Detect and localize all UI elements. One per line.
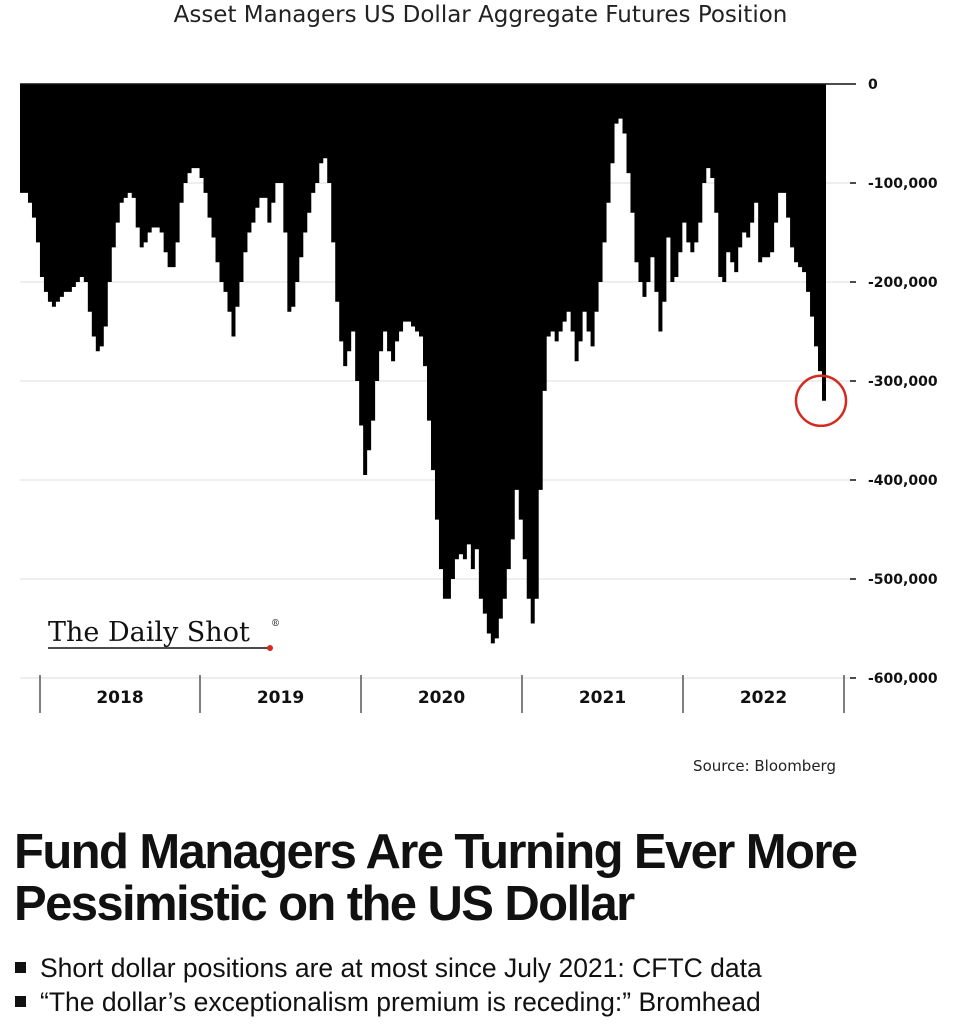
x-tick-label: 2022 bbox=[740, 688, 787, 708]
bullet-text: Short dollar positions are at most since… bbox=[40, 953, 762, 983]
bullet-square-icon bbox=[15, 962, 26, 973]
chart-title: Asset Managers US Dollar Aggregate Futur… bbox=[173, 2, 788, 28]
x-tick-label: 2020 bbox=[418, 688, 465, 708]
x-tick-label: 2021 bbox=[579, 688, 626, 708]
bullet-text: “The dollar’s exceptionalism premium is … bbox=[40, 987, 761, 1017]
logo-dot bbox=[267, 645, 273, 651]
y-tick-label: -300,000 bbox=[868, 374, 938, 390]
y-tick-label: 0 bbox=[868, 77, 878, 93]
bullet-square-icon bbox=[15, 996, 26, 1007]
x-axis: 2018 2019 2020 2021 2022 bbox=[39, 675, 845, 713]
chart-plot: 0 -100,000 -200,000 -300,000 -400,000 -500,00… bbox=[20, 77, 938, 713]
y-tick-label: -200,000 bbox=[868, 275, 938, 291]
logo-text: The Daily Shot bbox=[48, 617, 250, 648]
y-tick-label: -400,000 bbox=[868, 473, 938, 489]
series-area bbox=[20, 84, 826, 644]
x-tick-label: 2019 bbox=[257, 688, 304, 708]
bullet-list: Short dollar positions are at most since… bbox=[14, 951, 762, 1019]
article-headline: Fund Managers Are Turning Ever More Pess… bbox=[14, 825, 858, 931]
y-tick-label: -100,000 bbox=[868, 176, 938, 192]
y-tick-label: -600,000 bbox=[868, 671, 938, 687]
y-axis-ticks: 0 -100,000 -200,000 -300,000 -400,000 -500,00… bbox=[850, 77, 938, 687]
y-tick-label: -500,000 bbox=[868, 572, 938, 588]
x-tick-label: 2018 bbox=[96, 688, 143, 708]
logo-registered-mark: ® bbox=[271, 619, 280, 629]
source-note: Source: Bloomberg bbox=[693, 757, 836, 775]
daily-shot-logo: The Daily Shot ® bbox=[48, 617, 280, 651]
bullet-item: Short dollar positions are at most since… bbox=[14, 951, 762, 985]
bullet-item: “The dollar’s exceptionalism premium is … bbox=[14, 985, 762, 1019]
highlight-circle bbox=[794, 374, 848, 428]
